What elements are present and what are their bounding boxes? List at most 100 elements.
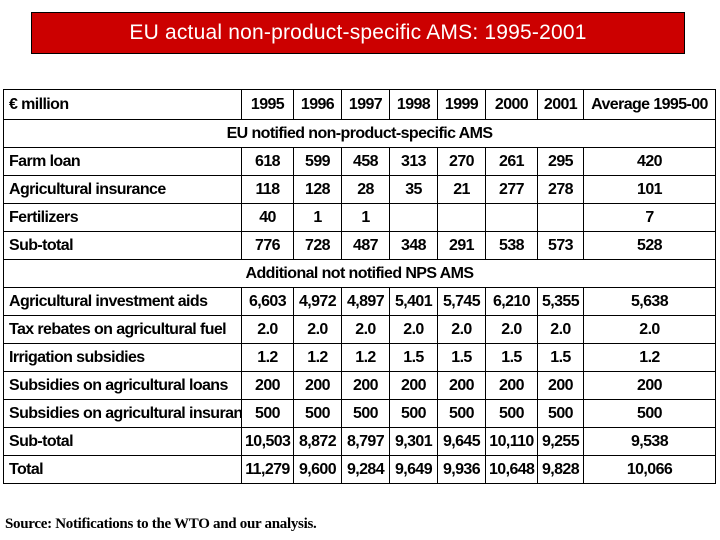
table-cell: 5,745 [437, 287, 486, 316]
table-cell: 200 [537, 371, 584, 400]
section-heading-not-notified: Additional not notified NPS AMS [3, 259, 716, 288]
table-cell: 1.2 [293, 343, 342, 372]
table-cell: 40 [241, 203, 294, 232]
table-cell: 21 [437, 175, 486, 204]
section-heading-notified-row: EU notified non-product-specific AMS [3, 119, 716, 148]
row-label: Tax rebates on agricultural fuel [3, 315, 242, 344]
table-cell [485, 203, 538, 232]
table-cell: 4,972 [293, 287, 342, 316]
table-cell: 1.2 [241, 343, 294, 372]
table-cell: 618 [241, 147, 294, 176]
table-cell: 9,255 [537, 427, 584, 456]
table-cell: 277 [485, 175, 538, 204]
table-cell: 2.0 [293, 315, 342, 344]
table-cell: 295 [537, 147, 584, 176]
table-cell: 1999 [437, 89, 486, 120]
table-cell: 1.2 [341, 343, 390, 372]
table-cell: 200 [485, 371, 538, 400]
table-cell: 2.0 [437, 315, 486, 344]
table-cell: 4,897 [341, 287, 390, 316]
table-cell: 487 [341, 231, 390, 260]
table-cell [537, 203, 584, 232]
source-note: Source: Notifications to the WTO and our… [5, 516, 317, 532]
slide-title-box: EU actual non-product-specific AMS: 1995… [31, 12, 685, 54]
table-cell: 278 [537, 175, 584, 204]
ams-table-body: € million 1995 1996 1997 1998 1999 2000 2001 Ave… [3, 89, 716, 484]
table-cell: 348 [389, 231, 438, 260]
table-cell: 500 [341, 399, 390, 428]
table-cell: 728 [293, 231, 342, 260]
table-cell: 500 [583, 399, 716, 428]
table-row: Tax rebates on agricultural fuel 2.0 2.0 2.… [3, 315, 716, 344]
table-cell: 2001 [537, 89, 584, 120]
table-cell: 9,600 [293, 455, 342, 484]
table-cell: 528 [583, 231, 716, 260]
row-label: Agricultural investment aids [3, 287, 242, 316]
table-cell: 9,645 [437, 427, 486, 456]
table-cell: 261 [485, 147, 538, 176]
table-cell: 9,828 [537, 455, 584, 484]
table-cell: 9,301 [389, 427, 438, 456]
table-cell: 28 [341, 175, 390, 204]
table-cell: 538 [485, 231, 538, 260]
ams-table: € million 1995 1996 1997 1998 1999 2000 2001 Ave… [3, 89, 716, 484]
table-cell: 10,648 [485, 455, 538, 484]
table-cell: 5,401 [389, 287, 438, 316]
table-cell: 200 [293, 371, 342, 400]
table-cell: 2.0 [341, 315, 390, 344]
table-cell: 9,936 [437, 455, 486, 484]
table-cell: 6,603 [241, 287, 294, 316]
row-label: Subsidies on agricultural insurances [3, 399, 242, 428]
table-cell: 11,279 [241, 455, 294, 484]
table-cell: 200 [583, 371, 716, 400]
table-row: Subsidies on agricultural loans 200 200 200… [3, 371, 716, 400]
table-row: Irrigation subsidies 1.2 1.2 1.2 1.5 1.5 1.5 1.… [3, 343, 716, 372]
table-cell: 7 [583, 203, 716, 232]
table-cell: 9,649 [389, 455, 438, 484]
table-cell: Average 1995-00 [583, 89, 716, 120]
table-cell: 200 [341, 371, 390, 400]
table-row: Sub-total 10,503 8,872 8,797 9,301 9,645 10,11… [3, 427, 716, 456]
row-label: € million [3, 89, 242, 120]
table-cell: 118 [241, 175, 294, 204]
table-row: Sub-total 776 728 487 348 291 538 573 528 [3, 231, 716, 260]
table-cell: 1.5 [485, 343, 538, 372]
table-row: Agricultural investment aids 6,603 4,972 4,… [3, 287, 716, 316]
row-label: Fertilizers [3, 203, 242, 232]
table-cell: 500 [389, 399, 438, 428]
table-cell: 9,538 [583, 427, 716, 456]
table-cell: 2.0 [389, 315, 438, 344]
table-cell: 10,066 [583, 455, 716, 484]
table-row: Total 11,279 9,600 9,284 9,649 9,936 10,648 9,8… [3, 455, 716, 484]
table-cell: 458 [341, 147, 390, 176]
table-cell: 10,110 [485, 427, 538, 456]
slide-title: EU actual non-product-specific AMS: 1995… [129, 21, 587, 44]
table-cell: 6,210 [485, 287, 538, 316]
row-label: Total [3, 455, 242, 484]
table-cell: 776 [241, 231, 294, 260]
table-cell: 500 [437, 399, 486, 428]
table-cell: 35 [389, 175, 438, 204]
section-heading-notified: EU notified non-product-specific AMS [3, 119, 716, 148]
table-cell: 1 [341, 203, 390, 232]
table-cell: 200 [241, 371, 294, 400]
table-cell: 420 [583, 147, 716, 176]
table-row: Subsidies on agricultural insurances5005… [3, 399, 716, 428]
table-cell: 500 [241, 399, 294, 428]
table-cell: 128 [293, 175, 342, 204]
table-cell: 1.5 [437, 343, 486, 372]
table-cell: 200 [437, 371, 486, 400]
table-cell: 10,503 [241, 427, 294, 456]
table-cell: 8,872 [293, 427, 342, 456]
table-cell: 1.5 [537, 343, 584, 372]
table-cell: 1995 [241, 89, 294, 120]
table-cell: 573 [537, 231, 584, 260]
table-cell: 2.0 [485, 315, 538, 344]
table-cell: 599 [293, 147, 342, 176]
table-cell: 9,284 [341, 455, 390, 484]
table-row: Agricultural insurance 118 128 28 35 21 277 278… [3, 175, 716, 204]
table-cell: 1.2 [583, 343, 716, 372]
table-cell: 2000 [485, 89, 538, 120]
table-cell: 291 [437, 231, 486, 260]
table-cell: 2.0 [241, 315, 294, 344]
